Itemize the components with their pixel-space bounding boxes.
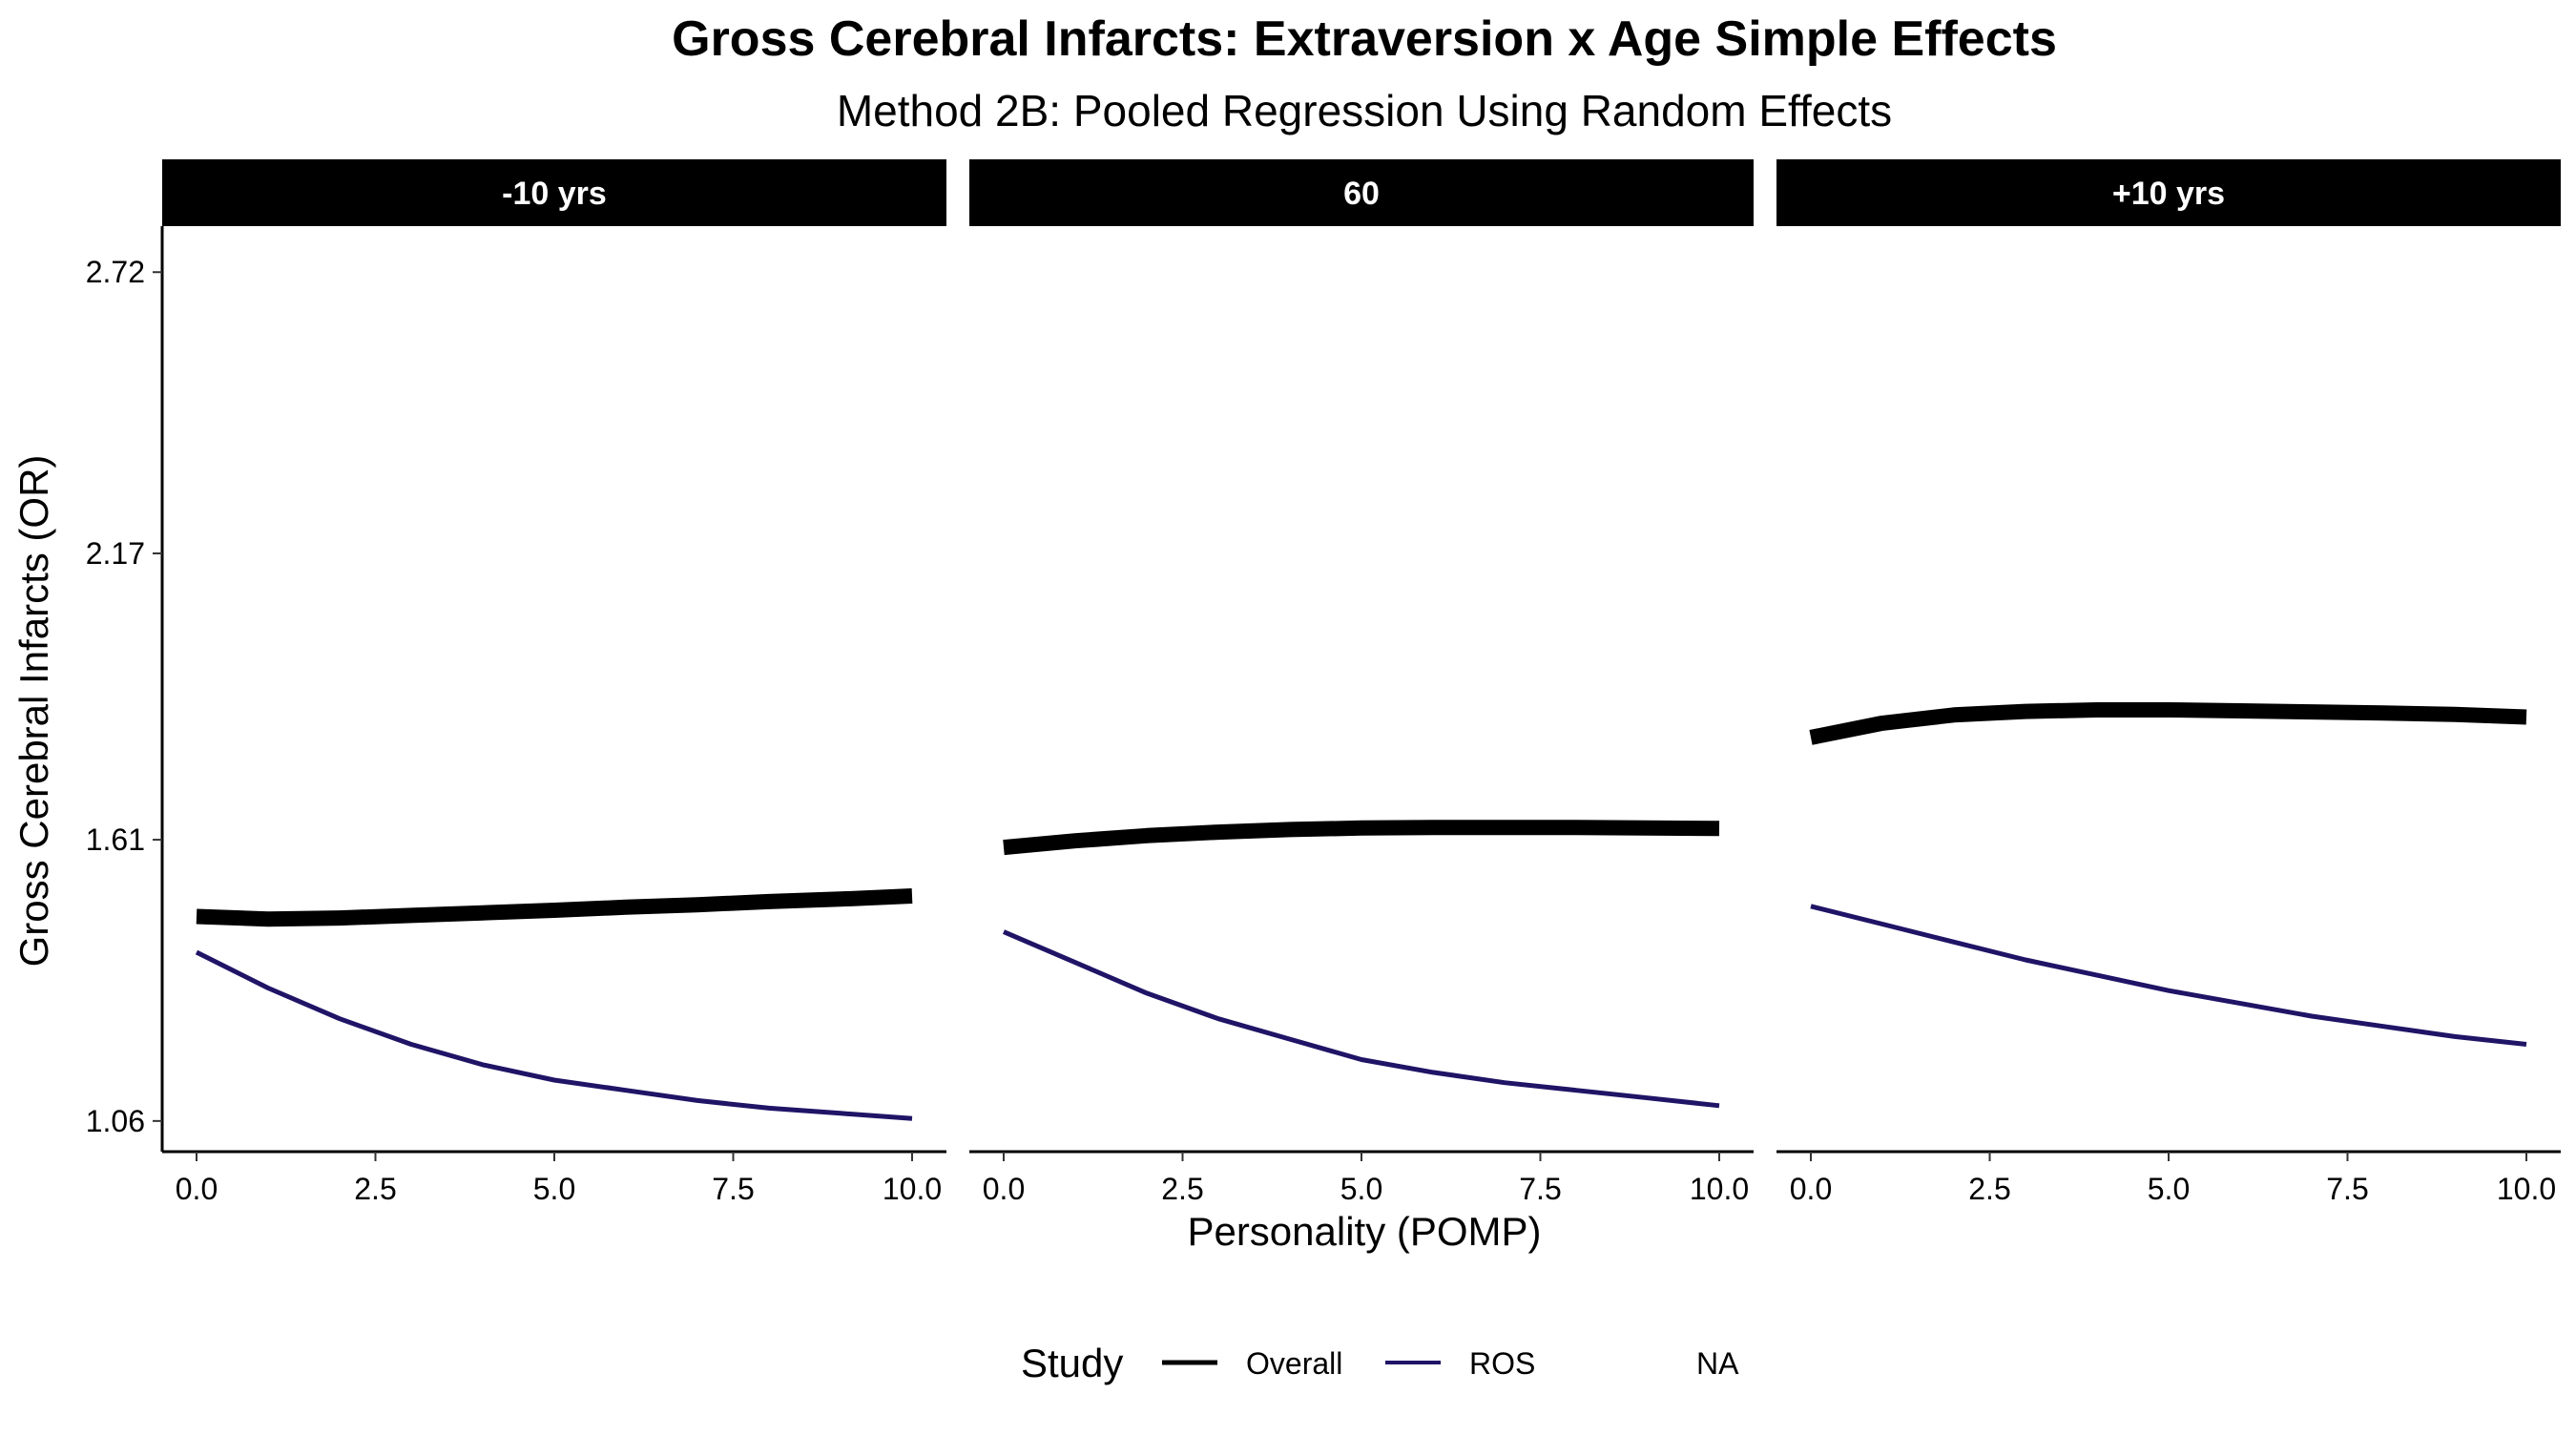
x-axis-title: Personality (POMP) bbox=[1187, 1209, 1541, 1254]
y-tick-label: 1.06 bbox=[86, 1104, 145, 1138]
chart-title: Gross Cerebral Infarcts: Extraversion x … bbox=[672, 11, 2057, 67]
x-tick-label: 7.5 bbox=[712, 1172, 754, 1206]
x-tick-label: 0.0 bbox=[176, 1172, 218, 1206]
facet-panel-10-yrs: -10 yrs 0.0 2.5 5.0 7.5 10.0 1.06 1.61 2.17 2.72 bbox=[86, 159, 946, 1206]
y-tick-label: 1.61 bbox=[86, 822, 145, 857]
series-line-overall bbox=[1809, 702, 2527, 745]
facet-panel-10-yrs: +10 yrs 0.0 2.5 5.0 7.5 10.0 bbox=[1776, 159, 2561, 1206]
series-line-overall bbox=[196, 888, 913, 927]
legend: Study Overall ROS NA bbox=[1021, 1341, 1739, 1385]
x-tick-label: 2.5 bbox=[1968, 1172, 2010, 1206]
chart-subtitle: Method 2B: Pooled Regression Using Rando… bbox=[837, 86, 1892, 135]
x-tick-label: 5.0 bbox=[1340, 1172, 1382, 1206]
x-tick-label: 7.5 bbox=[1519, 1172, 1561, 1206]
legend-label-overall: Overall bbox=[1246, 1346, 1342, 1381]
y-tick-label: 2.17 bbox=[86, 536, 145, 571]
facet-panels: -10 yrs 0.0 2.5 5.0 7.5 10.0 1.06 1.61 2.17 2.72 6… bbox=[86, 159, 2561, 1206]
facet-strip-label: 60 bbox=[1343, 176, 1380, 212]
x-tick-label: 10.0 bbox=[883, 1172, 942, 1206]
series-line-ros bbox=[195, 949, 913, 1121]
legend-label-ros: ROS bbox=[1469, 1346, 1535, 1381]
series-line-ros bbox=[1003, 929, 1720, 1109]
x-tick-label: 10.0 bbox=[1690, 1172, 1749, 1206]
series-line-overall bbox=[1003, 820, 1720, 856]
x-tick-label: 5.0 bbox=[533, 1172, 575, 1206]
x-tick-label: 5.0 bbox=[2148, 1172, 2190, 1206]
x-tick-label: 0.0 bbox=[1790, 1172, 1832, 1206]
series-line-ros bbox=[1810, 904, 2527, 1047]
facet-strip bbox=[969, 159, 1754, 226]
y-tick-label: 2.72 bbox=[86, 255, 145, 289]
x-tick-label: 10.0 bbox=[2497, 1172, 2556, 1206]
legend-title: Study bbox=[1021, 1341, 1123, 1385]
x-tick-label: 2.5 bbox=[1161, 1172, 1203, 1206]
facet-strip bbox=[1776, 159, 2561, 226]
y-axis-title: Gross Cerebral Infarcts (OR) bbox=[11, 455, 56, 968]
x-tick-label: 2.5 bbox=[354, 1172, 396, 1206]
facet-strip-label: +10 yrs bbox=[2112, 176, 2225, 212]
x-tick-label: 7.5 bbox=[2326, 1172, 2368, 1206]
facet-strip-label: -10 yrs bbox=[502, 176, 607, 212]
facet-panel-60: 60 0.0 2.5 5.0 7.5 10.0 bbox=[969, 159, 1754, 1206]
legend-label-na: NA bbox=[1696, 1346, 1739, 1381]
x-tick-label: 0.0 bbox=[983, 1172, 1025, 1206]
facet-strip bbox=[162, 159, 946, 226]
